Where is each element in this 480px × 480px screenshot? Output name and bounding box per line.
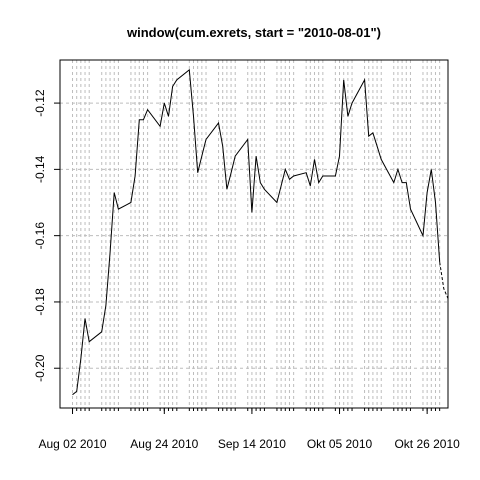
chart-title: window(cum.exrets, start = "2010-08-01") xyxy=(126,25,381,40)
series-line-end xyxy=(439,262,449,299)
y-tick-label: -0.20 xyxy=(33,354,47,382)
y-tick-label: -0.12 xyxy=(33,89,47,117)
x-tick-label: Sep 14 2010 xyxy=(218,437,286,451)
y-axis: -0.12 -0.14 -0.16 -0.18 -0.20 xyxy=(33,89,60,382)
x-axis: Aug 02 2010 Aug 24 2010 Sep 14 2010 Okt 05 … xyxy=(38,408,460,451)
plot-frame xyxy=(59,59,449,409)
y-tick-label: -0.18 xyxy=(33,288,47,316)
y-tick-label: -0.16 xyxy=(33,222,47,250)
x-tick-label: Aug 24 2010 xyxy=(130,437,198,451)
x-tick-label: Okt 05 2010 xyxy=(307,437,373,451)
y-tick-label: -0.14 xyxy=(33,155,47,183)
x-tick-label: Aug 02 2010 xyxy=(38,437,106,451)
series-line xyxy=(72,68,441,396)
x-tick-label: Okt 26 2010 xyxy=(394,437,460,451)
grid xyxy=(60,60,448,408)
